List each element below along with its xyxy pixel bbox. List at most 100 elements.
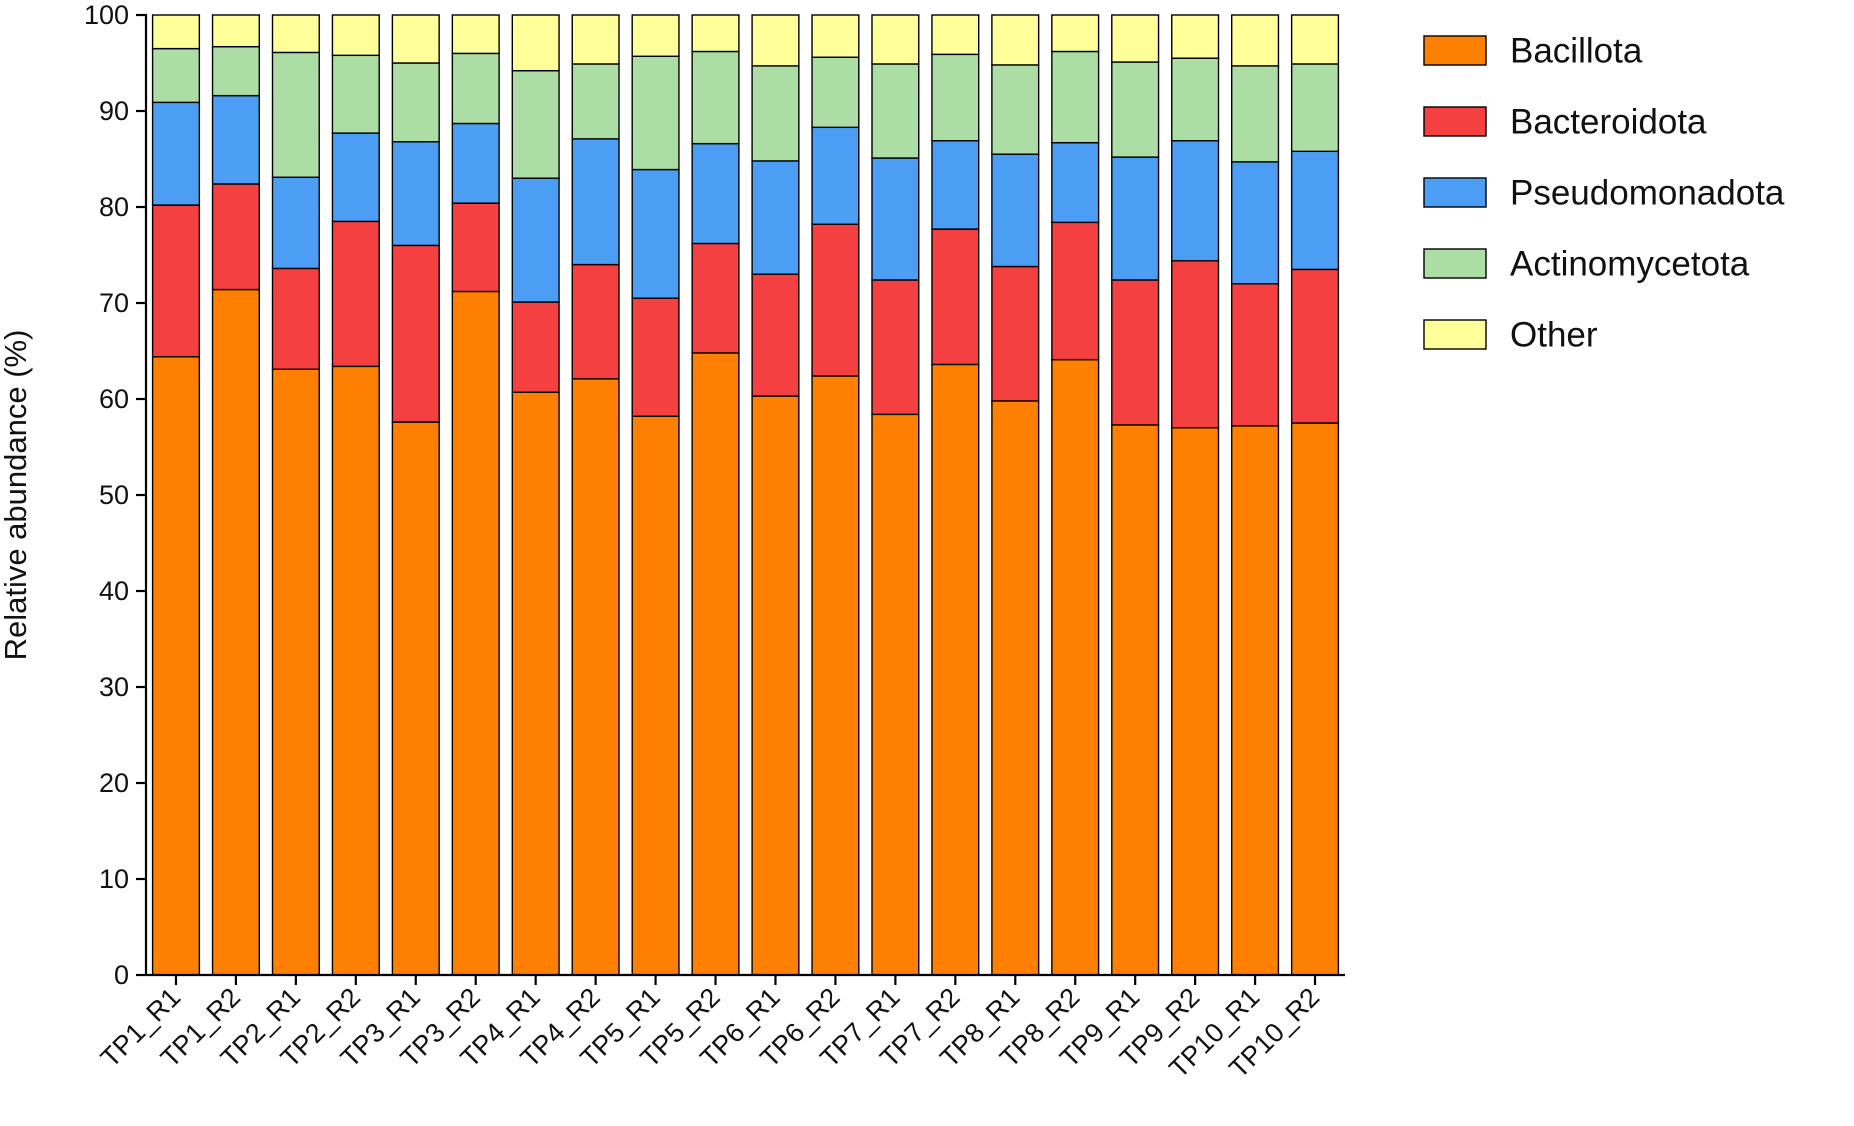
bar-bacteroidota-tp1-r1	[151, 204, 201, 358]
bar-actinomycetota-tp10-r1	[1230, 65, 1280, 163]
bar-bacillota-tp3-r1	[391, 421, 440, 976]
legend-swatch-other	[1423, 319, 1487, 350]
legend-label-actinomycetota: Actinomycetota	[1510, 245, 1750, 284]
y-tick-label-40: 40	[99, 576, 129, 606]
bar-bacillota-tp10-r2	[1290, 422, 1340, 976]
legend-label-bacillota: Bacillota	[1510, 32, 1643, 71]
bar-actinomycetota-tp2-r1	[271, 51, 320, 178]
bar-actinomycetota-tp9-r1	[1111, 61, 1160, 158]
bar-pseudomonadota-tp9-r2	[1171, 140, 1220, 262]
bar-bacillota-tp2-r1	[271, 368, 320, 976]
legend-label-other: Other	[1510, 316, 1598, 355]
bar-bacteroidota-tp10-r2	[1290, 268, 1340, 424]
bar-pseudomonadota-tp6-r1	[751, 160, 800, 275]
bar-bacteroidota-tp2-r2	[331, 220, 380, 368]
legend-swatch-actinomycetota	[1423, 248, 1487, 279]
bar-other-tp5-r2	[691, 14, 740, 53]
bar-bacteroidota-tp4-r1	[511, 301, 560, 393]
bar-pseudomonadota-tp7-r2	[931, 140, 980, 230]
bar-pseudomonadota-tp10-r1	[1230, 161, 1280, 285]
bar-actinomycetota-tp8-r1	[991, 64, 1040, 155]
bar-bacteroidota-tp3-r2	[451, 202, 500, 293]
bar-other-tp10-r1	[1230, 14, 1280, 67]
bar-pseudomonadota-tp1-r2	[211, 94, 261, 185]
bar-other-tp6-r2	[811, 14, 860, 58]
y-tick-label-90: 90	[99, 96, 129, 126]
bar-other-tp7-r1	[871, 14, 920, 65]
bar-bacillota-tp7-r1	[871, 413, 920, 976]
bar-actinomycetota-tp2-r2	[331, 54, 380, 134]
bar-bacteroidota-tp5-r1	[631, 297, 680, 417]
bar-actinomycetota-tp6-r1	[751, 65, 800, 162]
y-axis-title: Relative abundance (%)	[0, 330, 33, 661]
bar-pseudomonadota-tp2-r1	[271, 176, 320, 270]
y-tick-label-100: 100	[84, 0, 129, 30]
bar-bacillota-tp1-r1	[151, 356, 201, 976]
bar-pseudomonadota-tp4-r2	[571, 138, 620, 266]
bar-other-tp1-r2	[211, 14, 261, 48]
bar-actinomycetota-tp6-r2	[811, 56, 860, 129]
bar-pseudomonadota-tp1-r1	[151, 101, 201, 206]
bar-bacteroidota-tp7-r1	[871, 279, 920, 416]
bar-pseudomonadota-tp4-r1	[511, 177, 560, 303]
bar-pseudomonadota-tp8-r1	[991, 153, 1040, 268]
bar-bacillota-tp5-r2	[691, 352, 740, 976]
legend-swatch-pseudomonadota	[1423, 177, 1487, 208]
bar-other-tp6-r1	[751, 14, 800, 67]
bar-other-tp8-r2	[1051, 14, 1100, 53]
legend-swatch-bacteroidota	[1423, 106, 1487, 137]
bar-pseudomonadota-tp8-r2	[1051, 141, 1100, 224]
bar-pseudomonadota-tp2-r2	[331, 132, 380, 223]
axes-group	[136, 13, 1345, 985]
bar-other-tp8-r1	[991, 14, 1040, 66]
bar-actinomycetota-tp7-r1	[871, 63, 920, 159]
y-tick-label-30: 30	[99, 672, 129, 702]
bar-bacillota-tp3-r2	[451, 290, 500, 976]
bar-other-tp10-r2	[1290, 14, 1340, 65]
y-tick-label-80: 80	[99, 192, 129, 222]
legend: Bacillota Bacteroidota Pseudomonadota Actin…	[1423, 32, 1785, 355]
bar-bacillota-tp2-r2	[331, 365, 380, 976]
bar-bacteroidota-tp7-r2	[931, 228, 980, 366]
y-tick-label-10: 10	[99, 864, 129, 894]
bar-other-tp9-r1	[1111, 14, 1160, 63]
bar-bacteroidota-tp1-r2	[211, 183, 261, 291]
bar-pseudomonadota-tp5-r2	[691, 142, 740, 245]
bar-actinomycetota-tp8-r2	[1051, 50, 1100, 144]
bar-actinomycetota-tp4-r1	[511, 69, 560, 179]
legend-swatch-bacillota	[1423, 35, 1487, 66]
bar-other-tp3-r1	[391, 14, 440, 64]
bar-other-tp3-r2	[451, 14, 500, 55]
bar-pseudomonadota-tp3-r1	[391, 141, 440, 247]
bar-actinomycetota-tp3-r2	[451, 52, 500, 125]
bar-bacillota-tp4-r1	[511, 391, 560, 976]
bar-bacteroidota-tp6-r2	[811, 223, 860, 377]
bar-pseudomonadota-tp3-r2	[451, 122, 500, 204]
bar-bacteroidota-tp3-r1	[391, 244, 440, 423]
bar-pseudomonadota-tp10-r2	[1290, 150, 1340, 271]
bar-other-tp2-r2	[331, 14, 380, 57]
y-tick-label-20: 20	[99, 768, 129, 798]
bar-other-tp1-r1	[151, 14, 201, 50]
bar-bacillota-tp5-r1	[631, 415, 680, 976]
bar-bacteroidota-tp5-r2	[691, 242, 740, 354]
y-tick-labels: 0 10 20 30 40 50 60 70 80 90 100	[84, 0, 129, 990]
bar-pseudomonadota-tp6-r2	[811, 126, 860, 225]
bar-other-tp7-r2	[931, 14, 980, 56]
bar-bacillota-tp7-r2	[931, 363, 980, 976]
bar-actinomycetota-tp3-r1	[391, 62, 440, 143]
bar-other-tp9-r2	[1171, 14, 1220, 59]
y-tick-label-70: 70	[99, 288, 129, 318]
bar-bacillota-tp4-r2	[571, 378, 620, 976]
bar-bacillota-tp8-r1	[991, 400, 1040, 976]
bar-bacteroidota-tp8-r1	[991, 265, 1040, 402]
bar-bacteroidota-tp2-r1	[271, 267, 320, 370]
bar-pseudomonadota-tp7-r1	[871, 157, 920, 281]
bar-bacteroidota-tp10-r1	[1230, 283, 1280, 427]
bar-other-tp5-r1	[631, 14, 680, 57]
bar-actinomycetota-tp5-r2	[691, 50, 740, 145]
bar-bacillota-tp10-r1	[1230, 425, 1280, 976]
bar-bacteroidota-tp9-r2	[1171, 260, 1220, 429]
bar-bacteroidota-tp4-r2	[571, 263, 620, 380]
